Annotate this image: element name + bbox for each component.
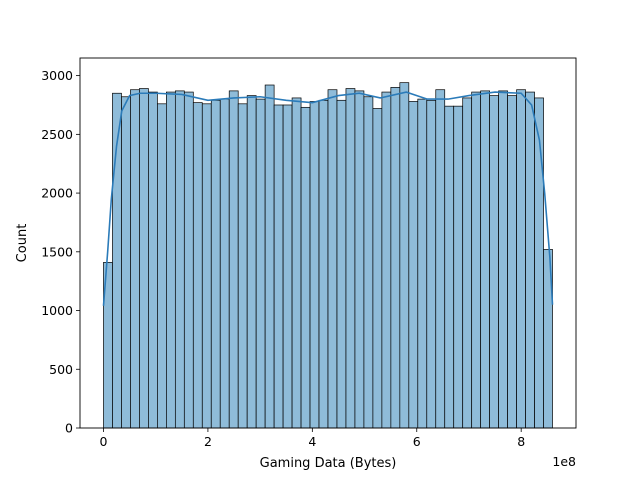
- x-tick-label: 0: [100, 434, 108, 449]
- histogram-bar: [318, 99, 329, 429]
- histogram-bar: [166, 91, 176, 429]
- plot-frame: [79, 57, 577, 429]
- histogram-bar: [354, 90, 365, 429]
- histogram-bar: [327, 89, 338, 429]
- histogram-bar: [453, 105, 464, 429]
- y-tick-label: 2000: [41, 186, 73, 201]
- histogram-bar: [507, 95, 517, 429]
- histogram-bar: [210, 99, 221, 429]
- histogram-bar: [237, 103, 248, 429]
- histogram-bar: [498, 90, 508, 429]
- histogram-bar: [219, 98, 230, 429]
- histogram-bar: [201, 103, 212, 429]
- histogram-bar: [480, 90, 490, 429]
- histogram-bar: [426, 99, 437, 429]
- histogram-bars: [103, 82, 553, 429]
- histogram-bar: [174, 90, 185, 429]
- y-tick-label: 2500: [41, 127, 73, 142]
- x-tick-label: 8: [517, 434, 525, 449]
- histogram-bar: [183, 91, 194, 429]
- histogram-bar: [534, 97, 544, 429]
- histogram-bar: [471, 91, 482, 429]
- histogram-bar: [246, 95, 257, 429]
- histogram-bar: [264, 84, 275, 429]
- histogram-bar: [255, 98, 266, 429]
- y-tick-label: 1500: [41, 244, 73, 259]
- histogram-bar: [282, 104, 293, 429]
- histogram-bar: [148, 91, 158, 429]
- y-tick-label: 500: [49, 362, 73, 377]
- histogram-bar: [381, 91, 392, 429]
- histogram-bar: [300, 106, 311, 429]
- histogram-bar: [417, 98, 428, 429]
- histogram-bar: [516, 89, 526, 429]
- histogram-bar: [489, 95, 499, 429]
- x-tick-label: 2: [204, 434, 212, 449]
- histogram-bar: [462, 97, 473, 429]
- histogram-bar: [390, 87, 401, 429]
- histogram-bar: [157, 103, 167, 429]
- kde-curve: [102, 91, 554, 306]
- y-axis-label: Count: [15, 224, 30, 263]
- y-tick-label: 3000: [41, 68, 73, 83]
- x-tick-label: 6: [413, 434, 421, 449]
- x-axis-offset-text: 1e8: [552, 454, 576, 469]
- histogram-bar: [372, 108, 383, 429]
- histogram-bar: [273, 104, 284, 429]
- histogram-bar: [291, 97, 302, 429]
- x-axis: 0 2 4 6 8: [100, 428, 525, 449]
- histogram-bar: [139, 88, 149, 429]
- histogram-bar: [309, 101, 320, 429]
- histogram-bar: [399, 82, 410, 429]
- y-tick-label: 1000: [41, 303, 73, 318]
- histogram-bar: [435, 89, 446, 429]
- histogram-bar: [228, 90, 239, 429]
- y-tick-label: 0: [65, 421, 73, 436]
- x-axis-label: Gaming Data (Bytes): [260, 456, 397, 471]
- histogram-bar: [444, 105, 455, 429]
- histogram-bar: [525, 91, 535, 429]
- histogram-bar: [345, 88, 356, 429]
- histogram-bar: [336, 99, 347, 429]
- histogram-bar: [130, 89, 140, 429]
- histogram-bar: [363, 96, 374, 429]
- histogram-bar: [121, 96, 131, 429]
- y-axis: 0 500 1000 1500 2000 2500 3000: [41, 68, 80, 436]
- x-tick-label: 4: [308, 434, 316, 449]
- histogram-bar: [192, 102, 203, 429]
- histogram-bar: [408, 101, 419, 429]
